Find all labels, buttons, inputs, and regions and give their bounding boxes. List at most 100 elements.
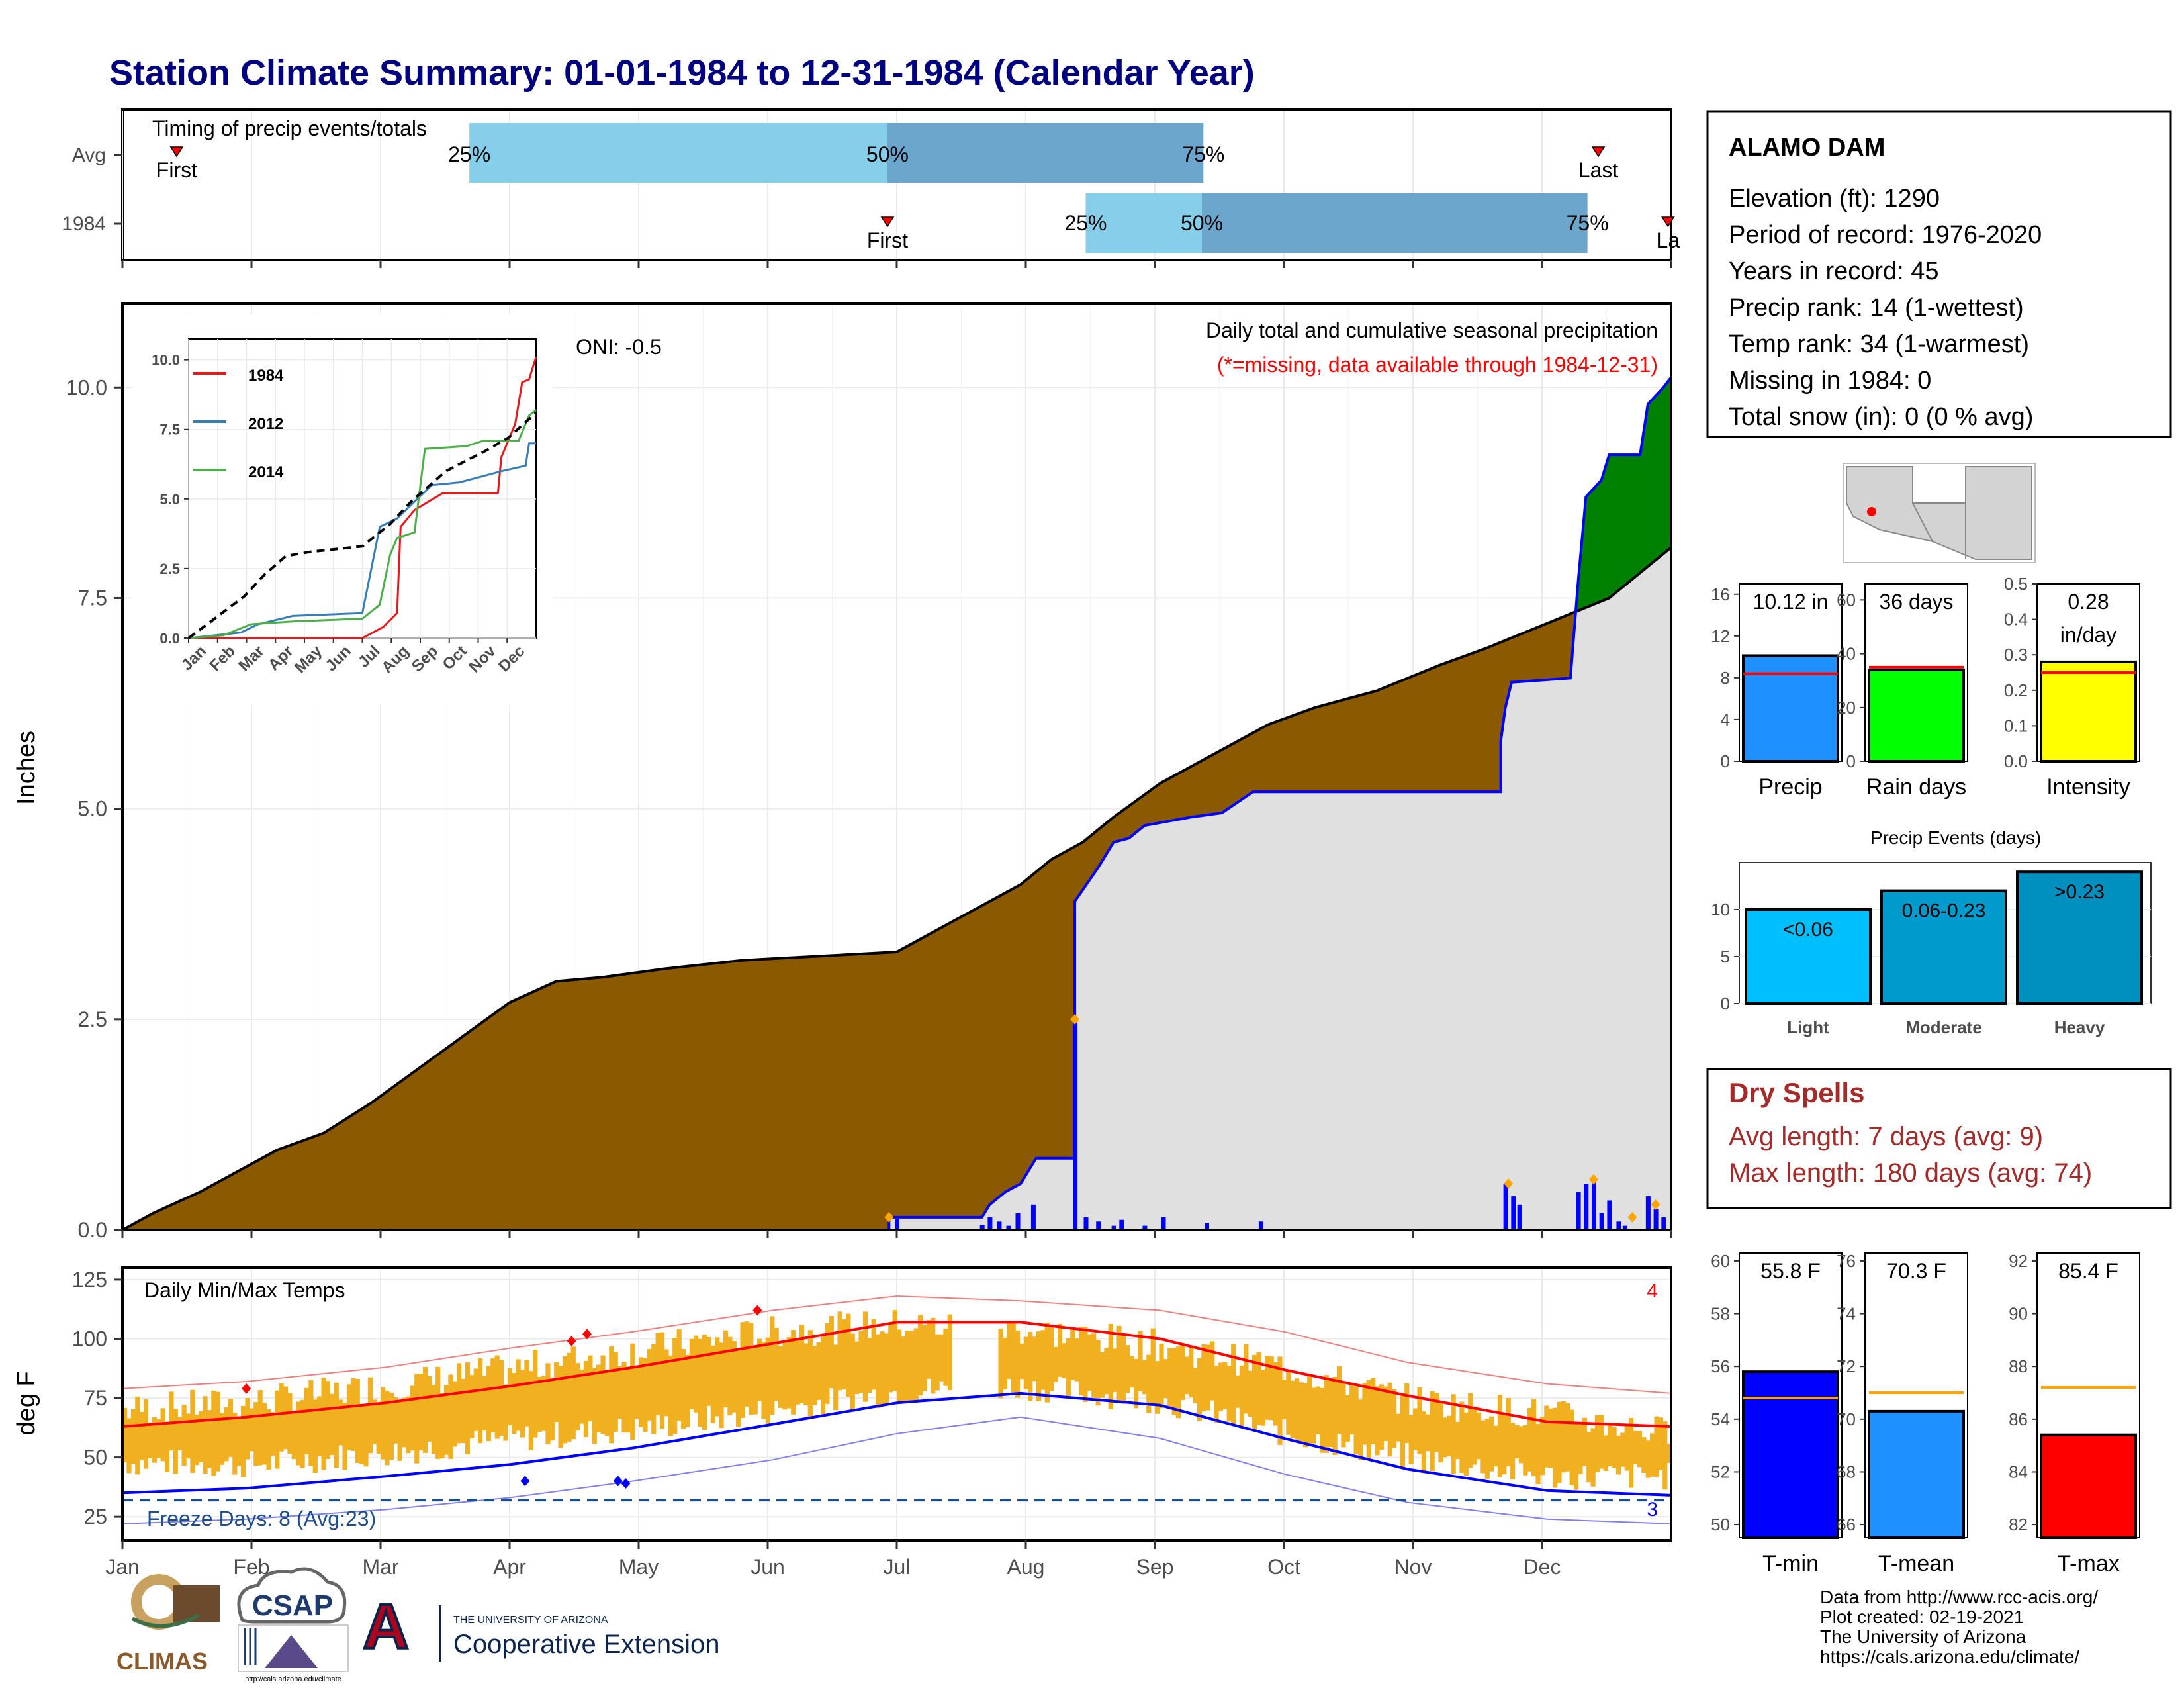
- daily-temp-range-bar: [465, 1362, 471, 1454]
- daily-temp-range-bar: [1311, 1387, 1316, 1444]
- daily-temp-range-bar: [1294, 1378, 1300, 1440]
- daily-temp-range-bar: [486, 1366, 492, 1442]
- daily-temp-range-bar: [414, 1374, 420, 1464]
- inset-line-avg: [187, 412, 537, 639]
- daily-temp-range-bar: [1273, 1362, 1279, 1426]
- month-label: Feb: [233, 1555, 269, 1579]
- avg-cumulative-line: [122, 546, 1671, 1230]
- precip-events-chart: Precip Events (days) 0 5 10 <0.06 Light 0.06-…: [1711, 827, 2152, 1037]
- temp-bar-T-mean: [1868, 1409, 1965, 1540]
- daily-temp-range-bar: [494, 1355, 500, 1439]
- daily-temp-range-bar: [1066, 1338, 1071, 1397]
- daily-temp-range-bar: [528, 1371, 533, 1450]
- daily-temp-range-bar: [1189, 1345, 1194, 1397]
- daily-temp-range-bar: [1315, 1386, 1321, 1434]
- daily-temp-range-bar: [126, 1418, 132, 1474]
- daily-temp-range-bar: [1408, 1415, 1414, 1464]
- station-line-2: Years in record: 45: [1729, 258, 1939, 285]
- daily-temp-range-bar: [190, 1389, 195, 1473]
- daily-temp-range-bar: [1248, 1370, 1253, 1417]
- daily-temp-range-bar: [385, 1391, 390, 1466]
- daily-temp-range-bar: [1125, 1345, 1130, 1393]
- temp-plot-area: [122, 1295, 1671, 1524]
- precip-ytick-label: 0: [1846, 751, 1856, 771]
- daily-temp-range-bar: [367, 1377, 373, 1454]
- daily-temp-range-bar: [1633, 1430, 1638, 1465]
- precip-ytick-label: 0.2: [2004, 680, 2028, 700]
- timing-title: Timing of precip events/totals: [152, 117, 427, 140]
- daily-temp-range-bar: [621, 1361, 627, 1433]
- daily-temp-range-bar: [770, 1316, 775, 1415]
- daily-temp-range-bar: [1324, 1375, 1329, 1453]
- daily-precip-marker: [1651, 1199, 1661, 1210]
- daily-temp-range-bar: [1011, 1321, 1016, 1395]
- precip-ytick-label: 7.5: [78, 586, 107, 610]
- inset-legend-2014: 2014: [248, 463, 284, 481]
- record-low-line: [122, 1416, 1671, 1524]
- daily-precip-bar: [1599, 1213, 1604, 1230]
- credits: Data from http://www.rcc-acis.org/ Plot …: [1820, 1587, 2098, 1667]
- climas-logo-text: CLIMAS: [116, 1648, 208, 1675]
- timing-1984-marker-label: La: [1657, 228, 1680, 252]
- daily-temp-range-bar: [604, 1370, 610, 1436]
- daily-temp-range-bar: [1510, 1423, 1516, 1479]
- daily-temp-range-bar: [931, 1317, 936, 1394]
- daily-temp-range-bar: [567, 1352, 572, 1442]
- daily-temp-range-bar: [1159, 1343, 1164, 1409]
- daily-precip-marker: [884, 1211, 894, 1223]
- daily-temp-range-bar: [1366, 1380, 1371, 1458]
- precip-ytick-label: 0: [1721, 751, 1730, 771]
- daily-precip-bar: [1503, 1184, 1508, 1230]
- daily-temp-range-bar: [774, 1327, 779, 1401]
- daily-temp-range-bar: [1608, 1423, 1613, 1466]
- daily-temp-range-bar: [393, 1397, 398, 1444]
- station-line-0: Elevation (ft): 1290: [1729, 185, 1940, 212]
- daily-temp-range-bar: [457, 1363, 462, 1444]
- locator-map: [1843, 463, 2036, 563]
- daily-temp-range-bar: [749, 1323, 754, 1415]
- daily-temp-range-bar: [334, 1382, 339, 1468]
- daily-temp-range-bar: [249, 1408, 254, 1452]
- daily-temp-range-bar: [592, 1368, 597, 1444]
- temp-ytick-label: 68: [1837, 1462, 1856, 1481]
- daily-temp-range-bar: [1455, 1421, 1461, 1460]
- events-bar-label: <0.06: [1783, 919, 1833, 941]
- temp-ytick-label: 56: [1711, 1356, 1730, 1376]
- current-cumulative-area: [122, 377, 1671, 1230]
- daily-precip-bar: [987, 1217, 993, 1230]
- daily-temp-range-bar: [659, 1332, 665, 1429]
- station-line-3: Precip rank: 14 (1-wettest): [1729, 294, 2024, 322]
- daily-temp-range-bar: [1341, 1382, 1346, 1448]
- daily-temp-range-bar: [122, 1407, 128, 1463]
- daily-temp-range-bar: [702, 1334, 707, 1430]
- daily-temp-range-bar: [1387, 1382, 1392, 1457]
- climas-logo: CLIMAS: [116, 1574, 220, 1675]
- precip-panel-name: Rain days: [1866, 774, 1966, 800]
- daily-temp-range-bar: [1480, 1420, 1486, 1474]
- daily-temp-range-bar: [1049, 1326, 1054, 1391]
- temp-panel-name: T-min: [1762, 1551, 1819, 1576]
- temp-panel-name: T-mean: [1878, 1551, 1954, 1576]
- month-label: Mar: [362, 1555, 398, 1579]
- month-label: May: [619, 1555, 659, 1579]
- temp-value-label: 55.8 F: [1760, 1259, 1821, 1283]
- daily-temp-range-bar: [625, 1367, 631, 1433]
- daily-temp-range-bar: [1396, 1413, 1401, 1442]
- temp-ytick-label: 50: [83, 1446, 107, 1470]
- daily-temp-range-bar: [1603, 1435, 1608, 1472]
- daily-temp-range-bar: [715, 1337, 720, 1417]
- daily-temp-range-bar: [152, 1417, 157, 1463]
- daily-temp-range-bar: [1557, 1401, 1562, 1483]
- timing-avg-q50-q75: [887, 123, 1204, 183]
- credit-line-1: Plot created: 02-19-2021: [1820, 1607, 2024, 1627]
- daily-temp-range-bar: [825, 1323, 830, 1404]
- temp-ytick-label: 58: [1711, 1304, 1730, 1324]
- precip-missing-note: (*=missing, data available through 1984-…: [1217, 353, 1658, 377]
- temp-ytick-label: 70: [1837, 1409, 1856, 1429]
- daily-temp-range-bar: [570, 1346, 576, 1440]
- daily-precip-bar: [1142, 1225, 1148, 1230]
- daily-temp-range-bar: [833, 1344, 839, 1411]
- daily-temp-range-bar: [139, 1411, 144, 1460]
- precip-ytick-label: 4: [1721, 710, 1730, 729]
